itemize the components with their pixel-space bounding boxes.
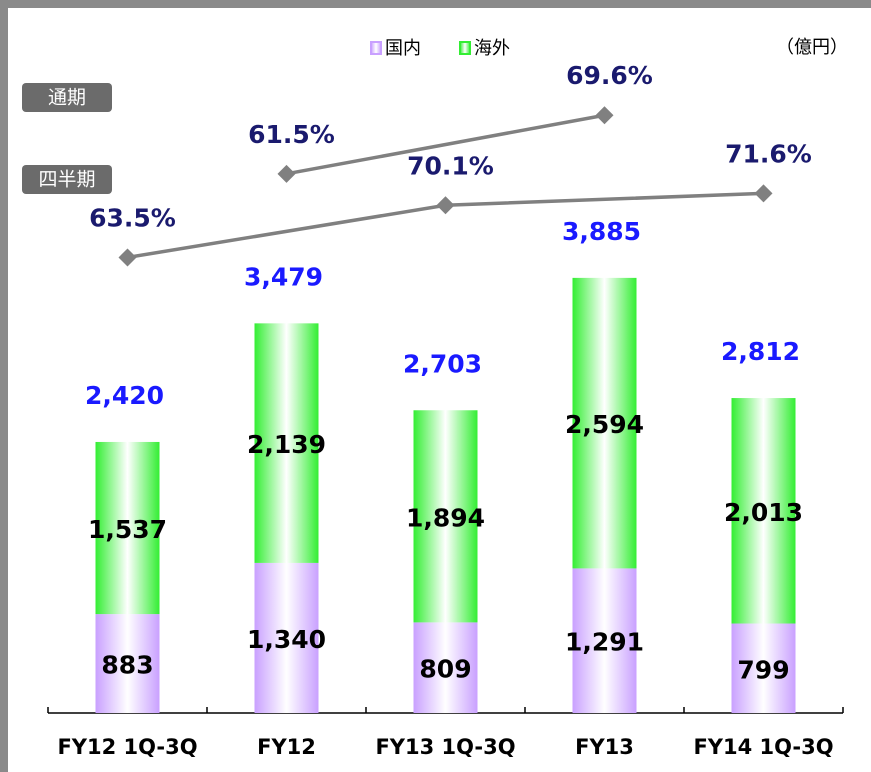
bar-segment — [254, 323, 319, 563]
x-tick-label: FY13 1Q-3Q — [375, 735, 515, 759]
segment-label: 1,537 — [88, 515, 167, 544]
segment-label: 1,340 — [247, 625, 326, 654]
series-name: 通期 — [48, 87, 86, 109]
bar-segment — [95, 441, 160, 615]
line-marker — [436, 196, 455, 215]
line-label: 69.6% — [566, 61, 653, 90]
total-label: 3,885 — [562, 217, 641, 246]
line — [286, 113, 605, 176]
bar-segment — [572, 277, 637, 569]
x-tick-label: FY13 — [575, 735, 634, 759]
line-label: 70.1% — [407, 151, 494, 180]
segment-label: 2,594 — [565, 410, 644, 439]
legend-label: 海外 — [474, 38, 510, 59]
bar-segment — [731, 398, 796, 624]
bar-segment — [572, 568, 637, 713]
unit-label: （億円） — [776, 37, 848, 58]
line-label: 71.6% — [725, 139, 812, 168]
segment-label: 1,291 — [565, 628, 644, 657]
segment-label: 1,894 — [406, 503, 485, 532]
total-label: 3,479 — [244, 262, 323, 291]
legend-swatch — [459, 41, 471, 55]
segment-label: 2,139 — [247, 430, 326, 459]
bar-segment — [413, 622, 478, 713]
bar-segment — [95, 614, 160, 713]
x-tick-label: FY12 1Q-3Q — [57, 735, 197, 759]
segment-label: 799 — [737, 655, 789, 684]
line-label: 61.5% — [248, 120, 335, 149]
segment-label: 883 — [101, 651, 153, 680]
legend-swatch — [370, 41, 382, 55]
total-label: 2,703 — [403, 349, 482, 378]
line-label: 63.5% — [89, 203, 176, 232]
bar-segment — [254, 562, 319, 713]
line-marker — [754, 184, 773, 203]
series-name: 四半期 — [38, 169, 95, 191]
series-badge — [22, 165, 112, 194]
legend-label: 国内 — [385, 38, 421, 59]
line-marker — [277, 164, 296, 183]
total-label: 2,812 — [721, 337, 800, 366]
bar-segment — [731, 623, 796, 713]
segment-label: 2,013 — [724, 498, 803, 527]
x-tick-label: FY14 1Q-3Q — [693, 735, 833, 759]
bar-segment — [413, 410, 478, 623]
total-label: 2,420 — [85, 381, 164, 410]
series-badge — [22, 83, 112, 112]
segment-label: 809 — [419, 655, 471, 684]
x-tick-label: FY12 — [257, 735, 316, 759]
line-marker — [118, 248, 137, 267]
line-marker — [595, 106, 614, 125]
